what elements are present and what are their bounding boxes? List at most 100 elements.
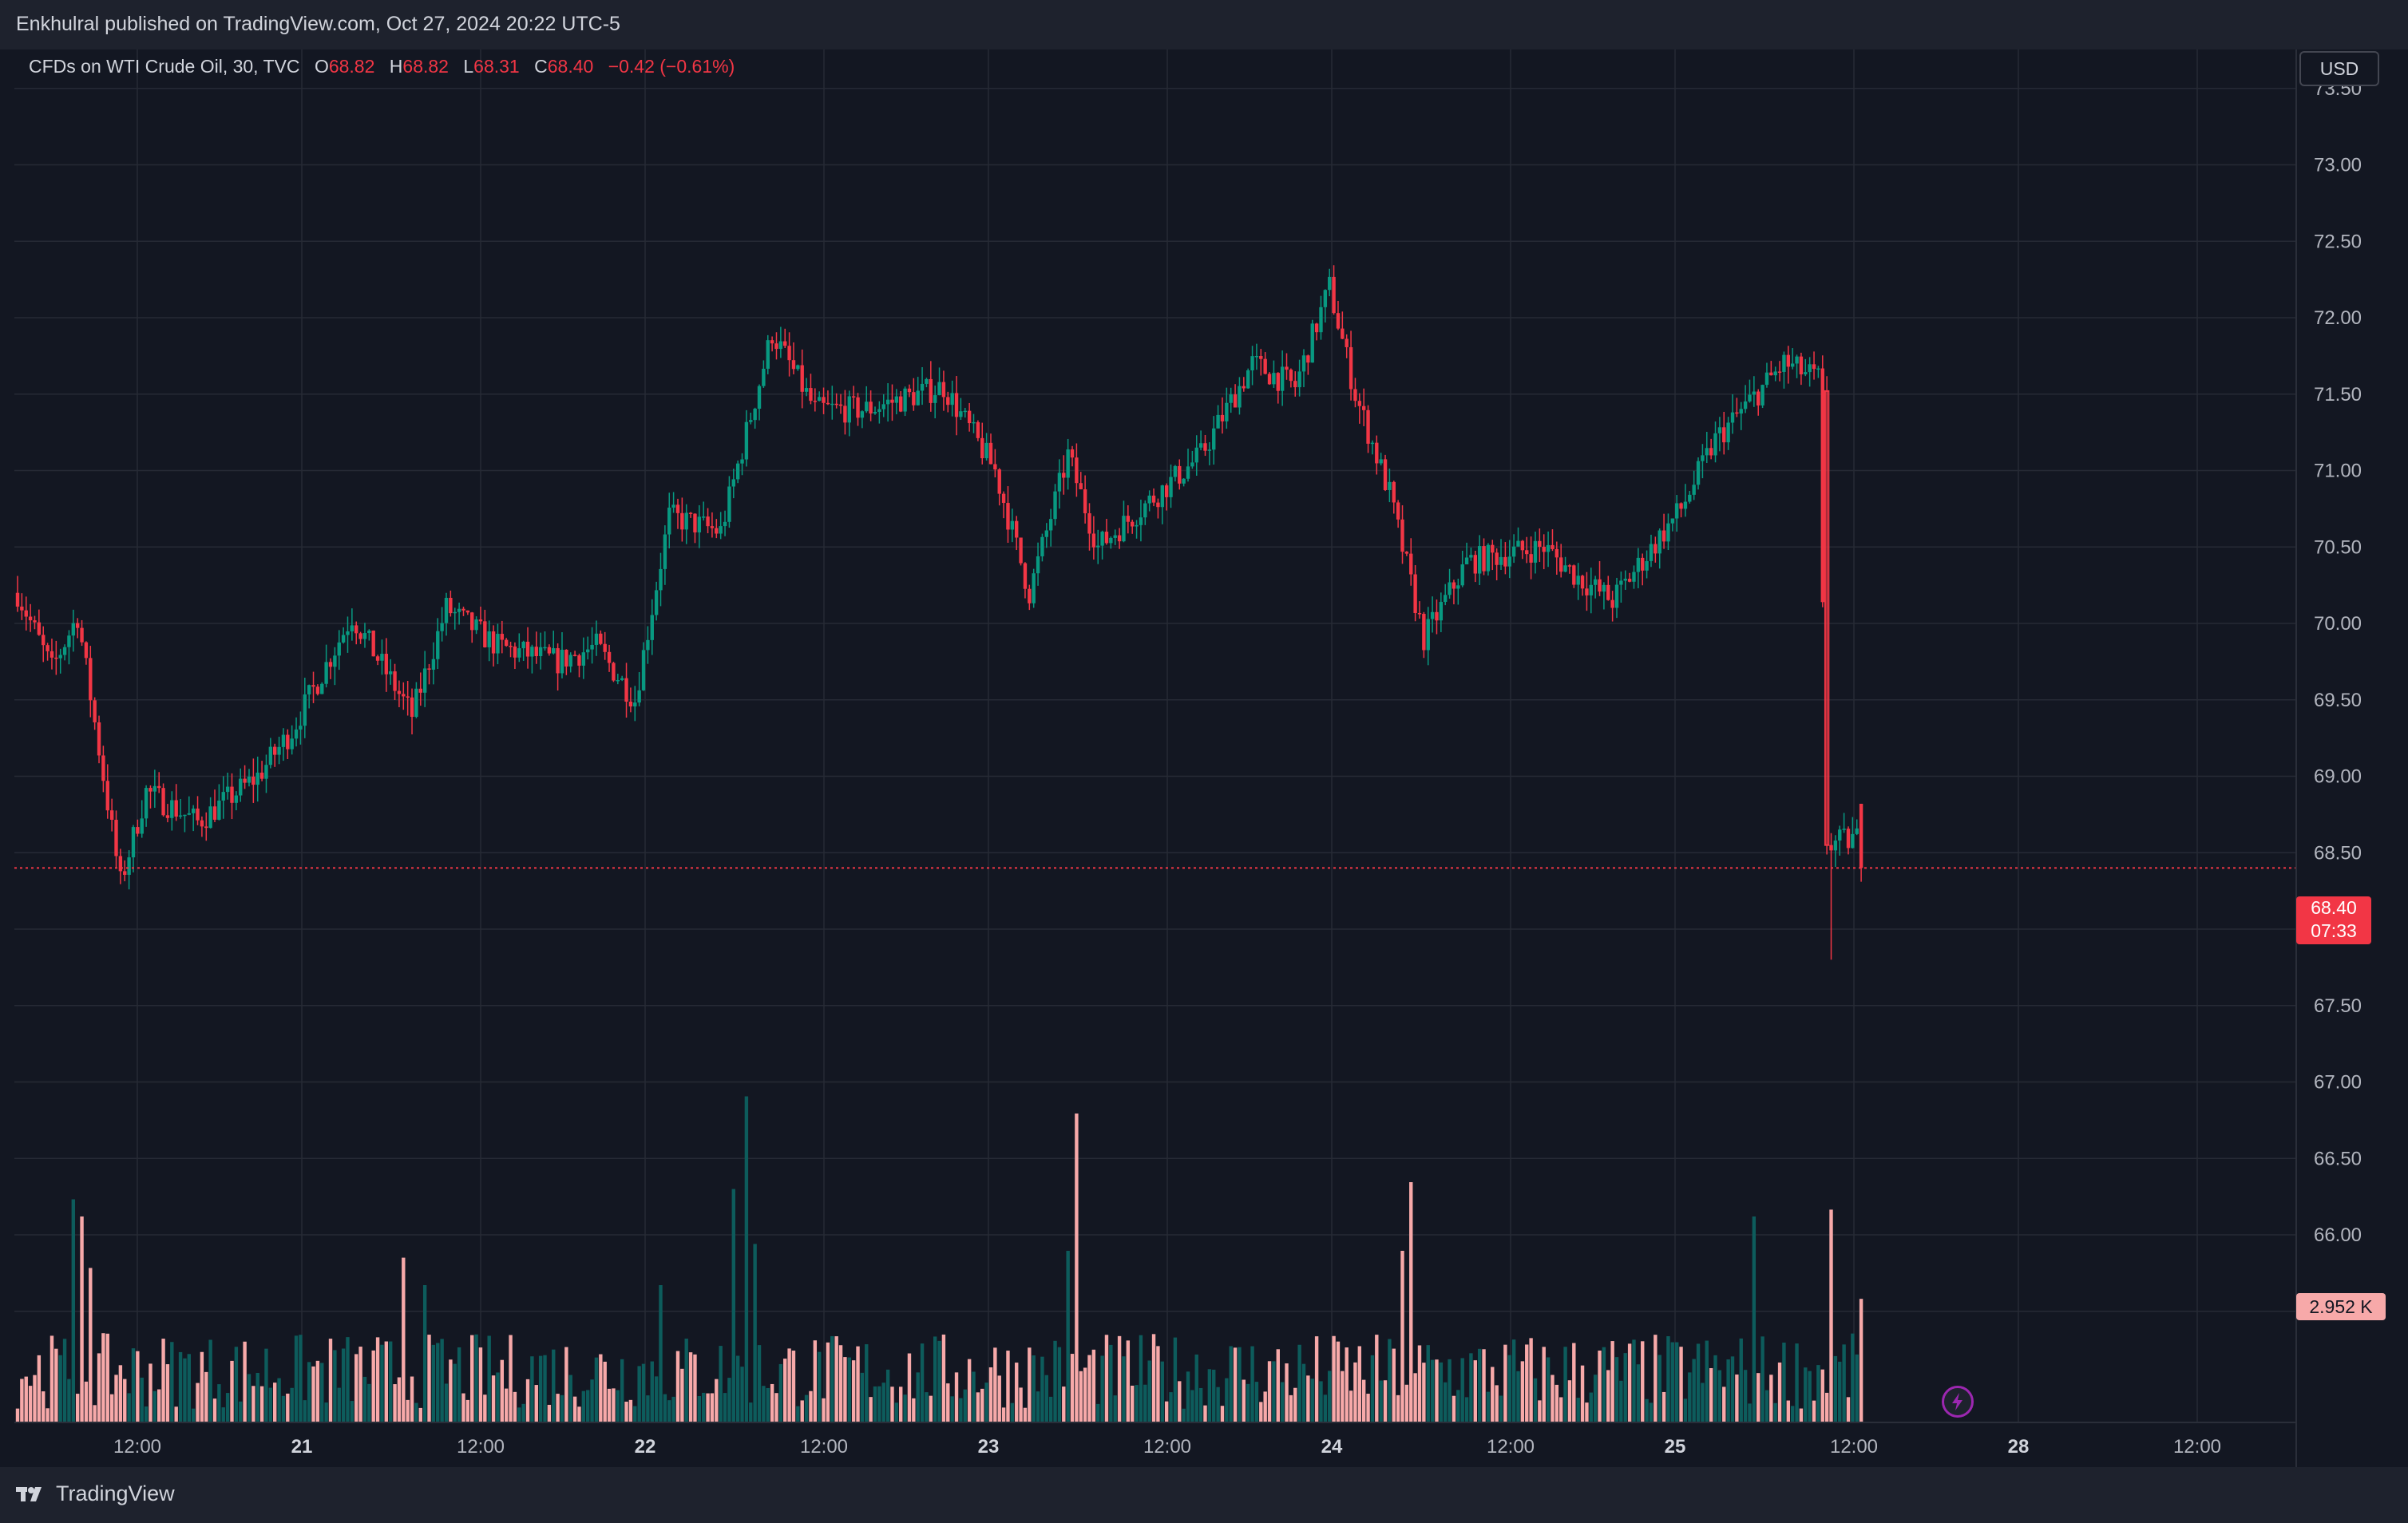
volume-bar [1238, 1347, 1242, 1422]
volume-bar [1692, 1359, 1696, 1422]
candle-body [1392, 481, 1396, 503]
candle-body [1563, 565, 1567, 572]
candle-body [204, 826, 208, 829]
candle-body [1207, 449, 1212, 451]
volume-bar [1593, 1375, 1598, 1422]
volume-bar [1456, 1390, 1460, 1422]
volume-bar [273, 1383, 277, 1422]
candle-body [208, 806, 212, 829]
volume-bar [483, 1394, 487, 1422]
candle-body [946, 397, 950, 405]
candle-body [509, 646, 513, 647]
volume-bar [500, 1359, 505, 1422]
candle-body [294, 729, 299, 739]
candle-body [1576, 576, 1580, 585]
volume-bar [778, 1363, 783, 1422]
volume-bar [1460, 1358, 1464, 1422]
candle-body [1044, 530, 1048, 537]
candle-body [496, 634, 500, 654]
candle-body [1104, 532, 1109, 544]
candle-body [702, 516, 706, 518]
candle-body [577, 655, 581, 666]
volume-bar [28, 1386, 33, 1422]
volume-bar [1259, 1402, 1263, 1422]
volume-bar [577, 1406, 581, 1422]
lightning-icon[interactable] [1942, 1386, 1974, 1418]
candle-body [1538, 540, 1542, 547]
candle-body [118, 856, 123, 872]
volume-bar [418, 1407, 422, 1422]
volume-bar [311, 1366, 315, 1422]
candle-body [1070, 449, 1075, 458]
volume-bar [637, 1366, 641, 1422]
candle-body [967, 410, 972, 424]
volume-bar [277, 1378, 281, 1422]
currency-button[interactable]: USD [2299, 51, 2379, 86]
volume-bar [907, 1353, 912, 1422]
candle-body [1610, 599, 1614, 608]
candle-body [1670, 518, 1675, 524]
candle-body [165, 815, 170, 818]
candle-body [1439, 602, 1444, 621]
last-price-value: 68.40 [2311, 897, 2357, 918]
volume-bar [1280, 1382, 1285, 1422]
volume-bar [525, 1379, 530, 1422]
volume-bar [796, 1406, 800, 1422]
grid-lines [14, 49, 2296, 1422]
volume-bar [149, 1363, 152, 1422]
candle-body [414, 688, 418, 718]
volume-bar [1104, 1335, 1109, 1422]
volume-bar [333, 1350, 337, 1422]
volume-bar [1495, 1385, 1499, 1422]
candle-body [465, 610, 470, 613]
volume-bar [1122, 1356, 1126, 1422]
last-price-badge: 68.40 07:33 [2296, 896, 2371, 944]
volume-bar [1246, 1383, 1250, 1422]
volume-bar [1533, 1378, 1538, 1422]
time-tick: 12:00 [800, 1436, 848, 1458]
volume-bar [1186, 1371, 1190, 1422]
volume-bar [659, 1285, 663, 1422]
volume-bar [757, 1345, 762, 1422]
candle-body [740, 459, 744, 464]
volume-bar [1619, 1380, 1623, 1422]
volume-bar [42, 1391, 46, 1422]
candle-body [1361, 405, 1366, 410]
volume-bar [731, 1189, 735, 1422]
symbol-description[interactable]: CFDs on WTI Crude Oil, 30, TVC [29, 56, 300, 77]
volume-bar [1804, 1367, 1808, 1422]
volume-bar [1233, 1347, 1238, 1422]
volume-bar [1507, 1355, 1511, 1422]
candle-body [766, 340, 770, 369]
candle-body [1036, 556, 1040, 574]
candle-body [1456, 585, 1460, 589]
candlestick-chart[interactable]: 73.5073.0072.5072.0071.5071.0070.5070.00… [0, 0, 2408, 1467]
volume-bar [1756, 1373, 1760, 1422]
volume-bar [165, 1364, 170, 1422]
volume-bar [903, 1394, 907, 1422]
volume-bar [1477, 1348, 1482, 1422]
volume-bar [620, 1359, 624, 1422]
candle-body [1238, 386, 1242, 408]
volume-bar [543, 1355, 547, 1422]
candle-body [307, 685, 311, 694]
candle-body [890, 399, 894, 403]
candle-body [894, 396, 899, 403]
candle-body [607, 651, 612, 663]
volume-bar [1422, 1363, 1426, 1422]
volume-bar [1375, 1335, 1379, 1422]
candle-body [1254, 356, 1259, 358]
candle-body [491, 631, 496, 654]
time-tick: 24 [1321, 1436, 1343, 1458]
volume-bar [504, 1388, 509, 1422]
price-scale[interactable] [2296, 49, 2408, 1435]
candle-body [1654, 544, 1657, 554]
tradingview-logo[interactable]: TradingView [16, 1481, 175, 1506]
candle-body [1696, 461, 1701, 485]
candle-body [239, 778, 243, 796]
volume-bar [487, 1335, 491, 1422]
time-tick: 12:00 [1830, 1436, 1878, 1458]
volume-bar [1816, 1365, 1820, 1422]
volume-bar [118, 1365, 123, 1422]
volume-bar [925, 1392, 929, 1422]
